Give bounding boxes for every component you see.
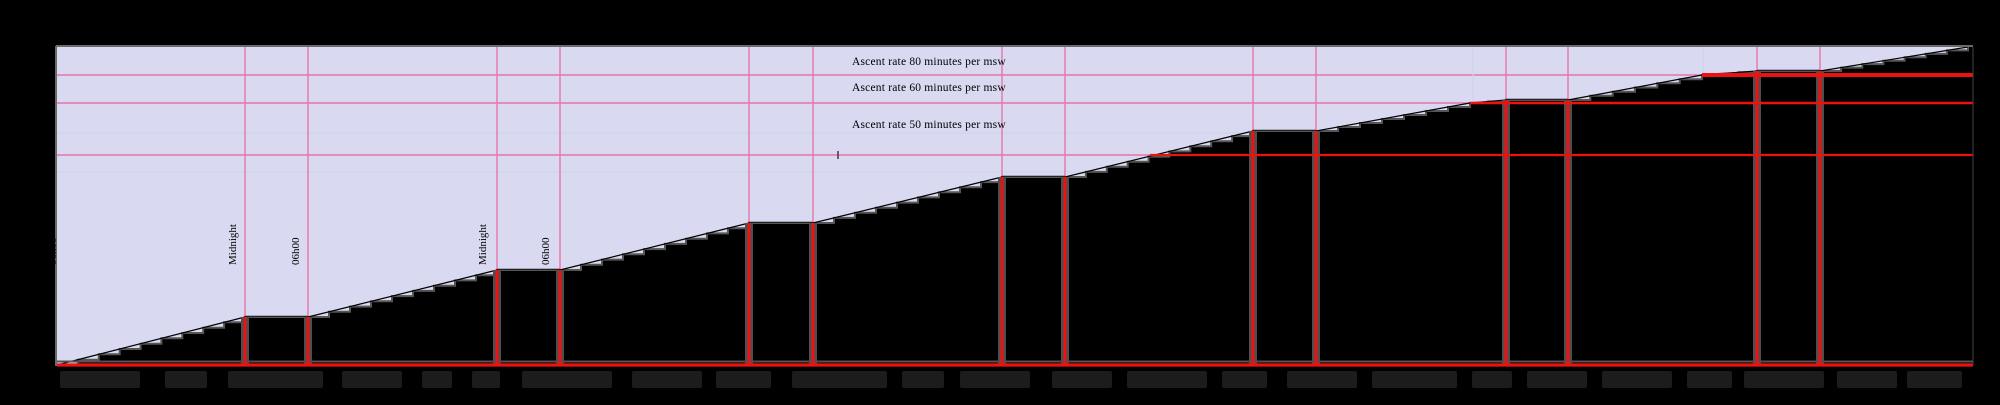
bottom-axis-smudge <box>522 371 612 388</box>
bottom-axis-smudge <box>165 371 207 388</box>
bottom-axis-smudge <box>1052 371 1112 388</box>
bottom-axis-smudge <box>960 371 1030 388</box>
ascent-rate-80-label: Ascent rate 80 minutes per msw <box>852 56 1006 68</box>
bottom-axis-smudge <box>60 371 140 388</box>
bottom-axis-smudge <box>1472 371 1512 388</box>
bottom-axis-smudge <box>472 371 500 388</box>
bottom-axis-smudge <box>632 371 702 388</box>
day-ascent-diagonal <box>56 316 246 366</box>
bottom-axis-smudge <box>422 371 452 388</box>
x-axis-label-06h00-day2: 06h00 <box>290 237 302 266</box>
x-axis-label-06h00-day3: 06h00 <box>540 237 552 266</box>
bottom-axis-smudge <box>1287 371 1357 388</box>
day-ascent-diagonal <box>1567 74 1703 101</box>
bottom-axis-smudge <box>902 371 944 388</box>
x-axis-label-06h00-day1: 06h00 <box>47 237 59 266</box>
bottom-axis-smudge <box>342 371 402 388</box>
bottom-axis-smudge <box>792 371 887 388</box>
bottom-axis-smudge <box>1527 371 1587 388</box>
bottom-axis-smudge <box>716 371 771 388</box>
ascent-rate-50-label: Ascent rate 50 minutes per msw <box>852 119 1006 131</box>
bottom-axis-smudge <box>1907 371 1962 388</box>
x-axis-label-midnight-2: Midnight <box>477 224 489 265</box>
bottom-axis-smudge <box>1222 371 1267 388</box>
bottom-axis-smudge <box>1372 371 1457 388</box>
day-ascent-diagonal <box>559 222 750 271</box>
bottom-axis-smudge <box>1744 371 1824 388</box>
day-ascent-diagonal <box>1819 46 1969 72</box>
day-ascent-diagonal <box>812 176 1003 224</box>
day-ascent-diagonal <box>1315 102 1471 132</box>
x-axis-label-midnight-1: Midnight <box>227 224 239 265</box>
bottom-axis-smudge <box>1837 371 1897 388</box>
bottom-axis-smudge <box>1687 371 1732 388</box>
step-treads-outline <box>57 47 1969 366</box>
bottom-axis-smudge <box>1602 371 1672 388</box>
ascent-rate-60-label: Ascent rate 60 minutes per msw <box>852 82 1006 94</box>
depth-profile-area <box>57 47 1973 365</box>
day-ascent-diagonal <box>307 269 498 318</box>
bottom-axis-smudge <box>1127 371 1207 388</box>
bottom-axis-smudge <box>228 371 323 388</box>
